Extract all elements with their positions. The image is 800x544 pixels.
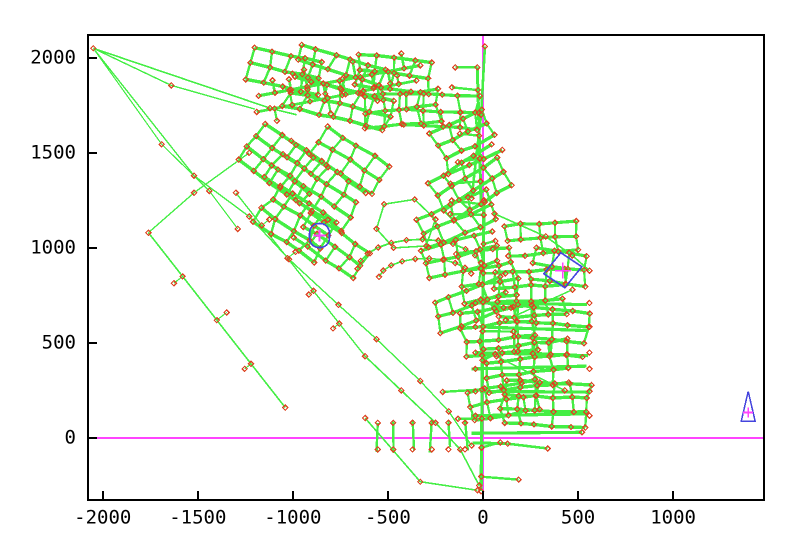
x-tick-label: 0 <box>477 507 488 529</box>
substation-diamond <box>542 251 584 289</box>
x-tick-label: -1500 <box>169 507 226 529</box>
special-markers <box>308 222 757 423</box>
axis-tick-labels: -2000 -1500 -1000 -500 0 500 1000 0 500 1000 1500 2… <box>30 46 696 528</box>
y-tick-label: 1000 <box>30 236 76 258</box>
y-tick-label: 0 <box>65 427 76 449</box>
x-tick-label: -2000 <box>74 507 131 529</box>
substation-ellipse <box>308 222 331 249</box>
network-nodes <box>89 41 596 495</box>
axis-ticks <box>88 56 675 500</box>
x-tick-label: -500 <box>365 507 411 529</box>
x-tick-label: 500 <box>561 507 595 529</box>
plot-frame <box>87 34 765 501</box>
y-tick-label: 500 <box>42 331 76 353</box>
x-tick-label: 1000 <box>650 507 696 529</box>
y-tick-label: 2000 <box>30 46 76 68</box>
network-edges <box>92 43 593 492</box>
y-tick-label: 1500 <box>30 141 76 163</box>
x-tick-label: -1000 <box>264 507 321 529</box>
